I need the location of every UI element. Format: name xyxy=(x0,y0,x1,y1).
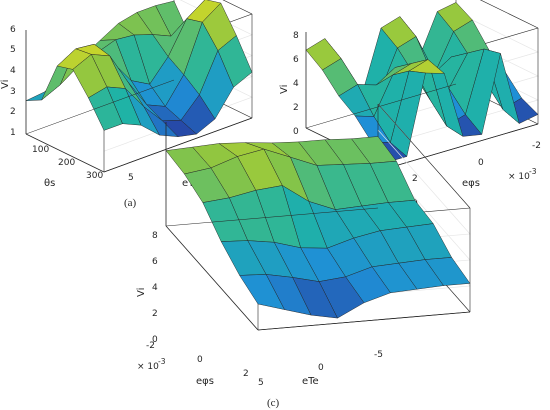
x-axis-multiplier: × 10 xyxy=(137,362,159,372)
x-tick: 200 xyxy=(58,158,75,168)
y-axis-line xyxy=(103,117,253,173)
z-tick: 5 xyxy=(10,45,16,55)
z-tick: 0 xyxy=(152,335,158,345)
y-tick: -2 xyxy=(532,141,541,151)
x-tick: 2 xyxy=(243,369,249,379)
x-axis-exponent: -3 xyxy=(158,357,166,366)
z-tick: 2 xyxy=(293,103,299,113)
z-tick: 6 xyxy=(152,257,158,267)
axes-edge xyxy=(479,0,539,29)
x-axis-label: θs xyxy=(44,178,55,189)
y-axis-line xyxy=(257,311,471,331)
z-tick: 4 xyxy=(10,66,16,76)
y-tick: 0 xyxy=(318,363,324,373)
z-tick: 6 xyxy=(10,25,16,35)
surface-b xyxy=(305,2,539,163)
y-tick: 5 xyxy=(258,378,264,388)
z-tick: 8 xyxy=(293,31,299,41)
surface-patch xyxy=(239,274,285,310)
axes-front-c xyxy=(165,122,471,331)
axes-front-a xyxy=(25,30,253,173)
panel-label-c: (c) xyxy=(267,397,280,409)
z-tick: 0 xyxy=(293,127,299,137)
x-tick: -2 xyxy=(146,341,155,351)
z-axis-label: Vi xyxy=(279,85,290,94)
y-axis-line xyxy=(387,123,539,169)
z-tick: 8 xyxy=(152,231,158,241)
z-tick: 1 xyxy=(10,128,16,138)
axes-edge xyxy=(222,0,253,15)
z-tick: 6 xyxy=(293,55,299,65)
y-axis-label: eφs xyxy=(462,178,480,189)
z-tick: 4 xyxy=(293,79,299,89)
y-tick: 2 xyxy=(412,174,418,184)
z-tick: 2 xyxy=(10,107,16,117)
x-axis-line xyxy=(165,225,259,331)
z-tick: 2 xyxy=(152,309,158,319)
y-tick: -5 xyxy=(374,350,383,360)
x-tick: 0 xyxy=(197,355,203,365)
axes-edge xyxy=(25,79,175,135)
z-tick: 3 xyxy=(10,87,16,97)
axes-edge xyxy=(305,83,457,129)
x-axis-line xyxy=(25,133,105,173)
panel-b: 8 6 4 2 0 Vi 100 200 300 θs 2 0 -2 eφs ×… xyxy=(279,0,541,209)
x-tick: 300 xyxy=(86,171,103,181)
axes-edge xyxy=(377,103,471,209)
panel-label-a: (a) xyxy=(124,197,137,209)
surface-patch xyxy=(88,86,123,131)
y-tick: 0 xyxy=(478,158,484,168)
z-axis-label: Vi xyxy=(0,80,11,89)
x-axis-label: eφs xyxy=(196,376,214,387)
panel-c: 8 6 4 2 0 Vi -2 0 2 × 10 -3 eφs 5 0 -5 e… xyxy=(136,103,471,409)
axes-edge xyxy=(165,207,379,227)
panel-a: 6 5 4 3 2 1 Vi 100 200 300 θs 5 0 -5 eTe… xyxy=(0,0,253,209)
y-tick: 5 xyxy=(128,173,134,183)
z-axis-label: Vi xyxy=(136,288,147,297)
y-axis-exponent: -3 xyxy=(529,167,537,176)
surface-a xyxy=(25,0,253,137)
y-axis-multiplier: × 10 xyxy=(508,172,530,182)
x-tick: 100 xyxy=(32,145,49,155)
surface-c xyxy=(165,136,471,319)
y-axis-label: eTe xyxy=(302,376,319,387)
z-tick: 4 xyxy=(152,283,158,293)
